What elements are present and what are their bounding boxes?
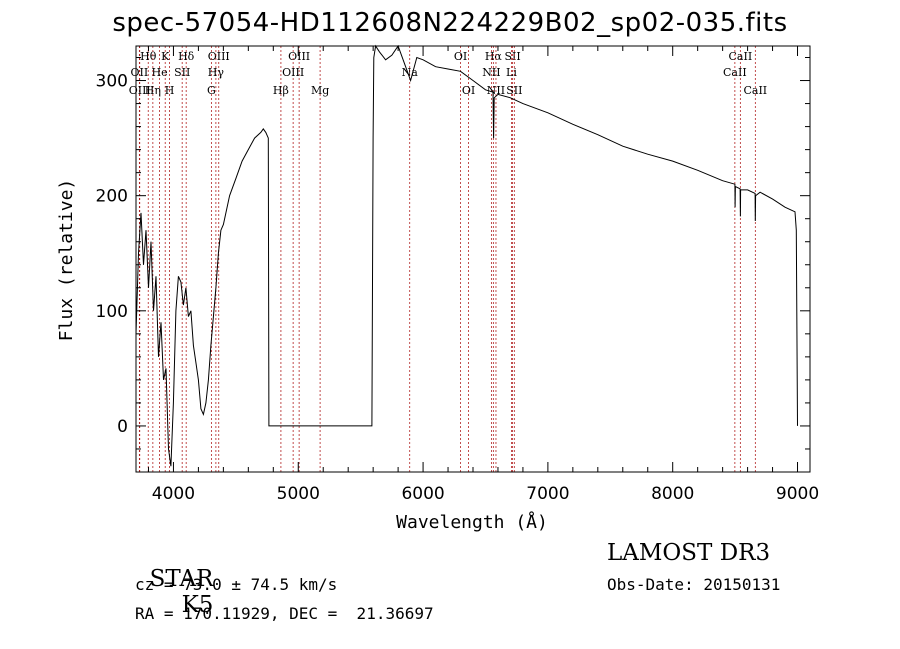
- spectral-line-label: SII: [504, 50, 520, 63]
- spectral-line-label: OI: [462, 84, 475, 97]
- x-tick-label: 8000: [651, 484, 694, 504]
- redshift-velocity: cz = 73.0 ± 74.5 km/s: [135, 575, 338, 594]
- spectral-line-label: K: [161, 50, 170, 63]
- spectral-line-label: CaII: [723, 66, 747, 79]
- spectral-line-label: CaII: [743, 84, 767, 97]
- x-tick-label: 5000: [277, 484, 320, 504]
- spectral-line-label: Hγ: [208, 66, 225, 79]
- spectral-line-label: Hβ: [273, 84, 289, 97]
- spectral-line-label: OIII: [129, 84, 151, 97]
- spectral-line-label: Hη: [145, 84, 161, 97]
- axes-layer: 4000 5000 6000 7000 8000 9000 0 100 200 300: [96, 46, 819, 504]
- y-tick-label: 200: [96, 187, 128, 207]
- spectral-line-label: OII: [131, 66, 149, 79]
- plot-frame: [135, 45, 811, 473]
- spectral-line-label: OI: [454, 50, 467, 63]
- spectral-line-label: SII: [174, 66, 190, 79]
- x-tick-label: 9000: [776, 484, 819, 504]
- coordinates: RA = 170.11929, DEC = 21.36697: [135, 604, 434, 623]
- spectral-line-label: NII: [487, 84, 505, 97]
- spectral-line-label: OIII: [208, 50, 230, 63]
- object-class: STAR: [149, 566, 214, 592]
- spectral-line-label: Na: [402, 66, 419, 79]
- y-tick-label: 300: [96, 72, 128, 92]
- spectral-line-label: CaII: [729, 50, 753, 63]
- x-axis-title: Wavelength (Å): [396, 511, 548, 533]
- spectral-line-label: He: [152, 66, 168, 79]
- y-tick-label: 0: [117, 417, 128, 437]
- spectral-line-label: Li: [506, 66, 517, 79]
- spectral-line-label: OIII: [282, 66, 304, 79]
- spectral-line-label: Hδ: [178, 50, 195, 63]
- spectral-line-label: Mg: [311, 84, 329, 97]
- spectral-line-label: Hθ: [140, 50, 157, 63]
- y-tick-label: 100: [96, 302, 128, 322]
- data-layer: [135, 44, 798, 467]
- spectral-line-label: H: [165, 84, 175, 97]
- x-tick-label: 4000: [152, 484, 195, 504]
- object-subclass: K5: [181, 592, 214, 618]
- chart-title: spec-57054-HD112608N224229B02_sp02-035.f…: [112, 8, 788, 38]
- survey-name: LAMOST DR3: [607, 540, 771, 566]
- flux-series-line: [135, 44, 798, 467]
- spectral-line-label: Hα: [485, 50, 503, 63]
- y-axis-title: Flux (relative): [56, 179, 77, 342]
- spectral-line-label: SII: [506, 84, 522, 97]
- spectral-line-label: NII: [482, 66, 500, 79]
- x-tick-label: 6000: [401, 484, 444, 504]
- spectral-line-label: OIII: [288, 50, 310, 63]
- spectral-line-label: G: [207, 84, 216, 97]
- obs-date: Obs-Date: 20150131: [607, 575, 781, 594]
- x-tick-label: 7000: [526, 484, 569, 504]
